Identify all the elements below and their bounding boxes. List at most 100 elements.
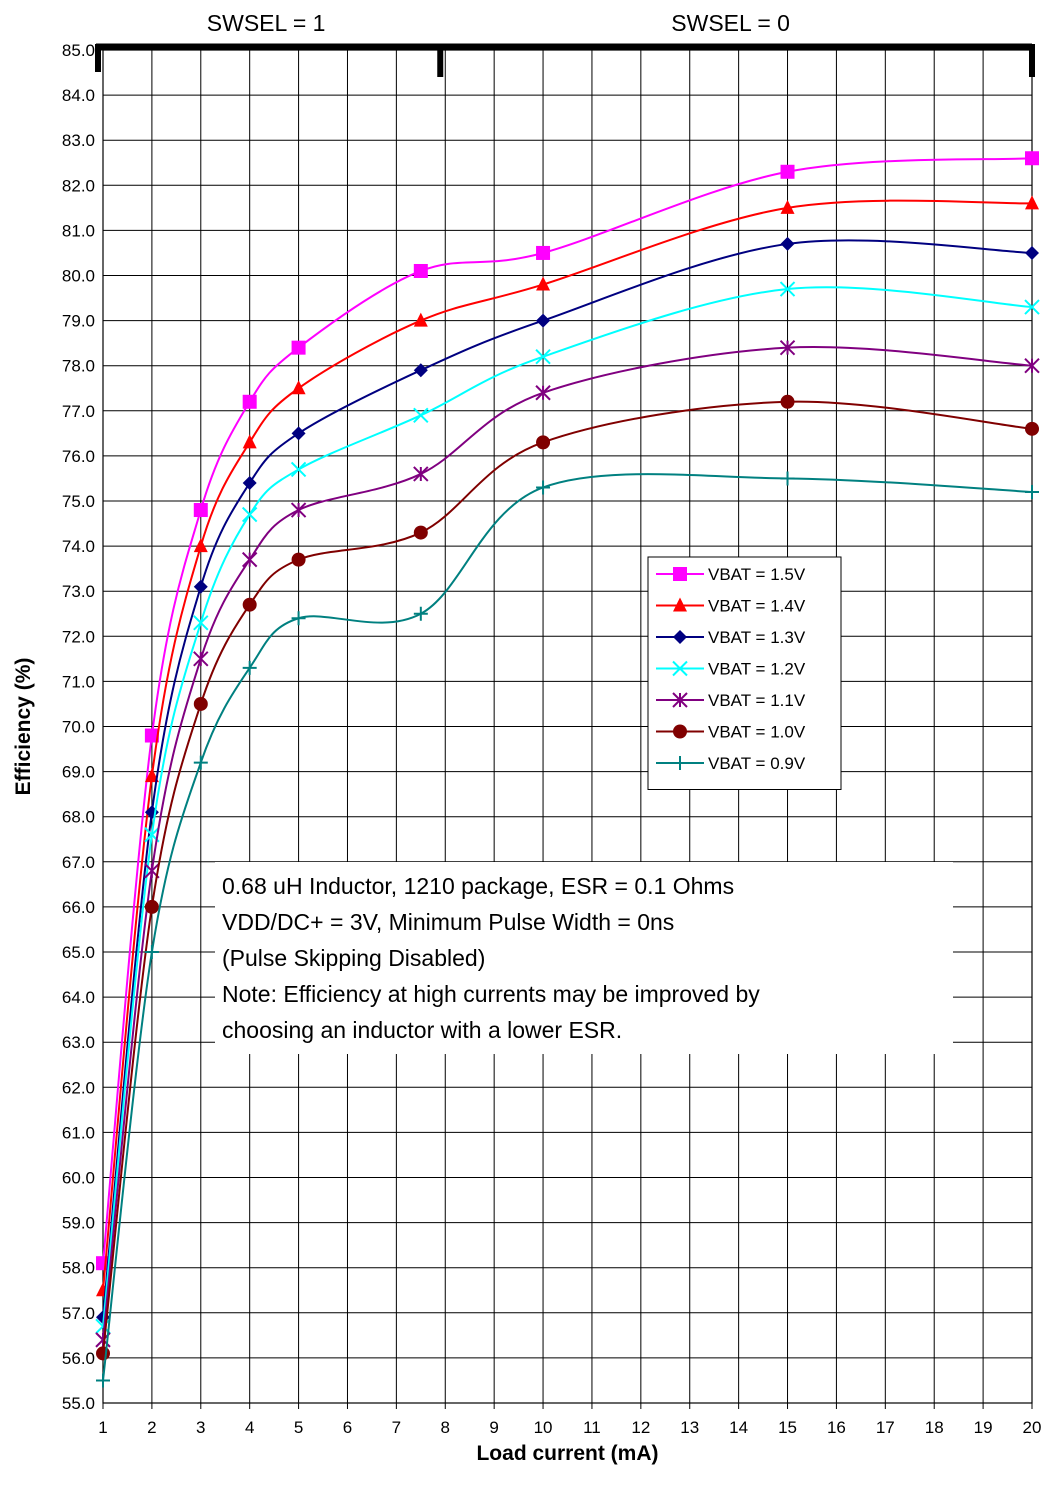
y-tick-label: 76.0 [62, 447, 95, 466]
x-tick-label: 2 [147, 1418, 156, 1437]
y-tick-label: 79.0 [62, 312, 95, 331]
marker-star [1024, 357, 1040, 374]
marker-diamond [291, 426, 306, 441]
legend-entry: VBAT = 1.4V [656, 597, 806, 616]
marker-square [291, 340, 306, 355]
marker-plus [193, 755, 208, 770]
marker-plus [291, 611, 306, 626]
annotation-background [215, 862, 953, 1054]
annotation-line: 0.68 uH Inductor, 1210 package, ESR = 0.… [222, 873, 734, 899]
series-line [102, 199, 1033, 1291]
marker-star [241, 551, 258, 568]
x-tick-label: 7 [392, 1418, 401, 1437]
y-tick-label: 67.0 [62, 853, 95, 872]
y-tick-label: 73.0 [62, 582, 95, 601]
marker-diamond [242, 475, 257, 490]
y-tick-label: 84.0 [62, 86, 95, 105]
annotation-line: (Pulse Skipping Disabled) [222, 945, 485, 971]
series [96, 151, 1039, 1271]
y-tick-label: 63.0 [62, 1033, 95, 1052]
marker-square [1025, 151, 1039, 166]
marker-plus [96, 1373, 110, 1388]
x-tick-label: 8 [441, 1418, 450, 1437]
marker-diamond [193, 579, 208, 594]
marker-plus [536, 480, 551, 495]
legend-entry: VBAT = 0.9V [656, 754, 806, 773]
marker-diamond [536, 313, 551, 328]
marker-square [144, 728, 159, 743]
y-tick-label: 85.0 [62, 41, 95, 60]
x-tick-label: 12 [631, 1418, 650, 1437]
marker-circle [536, 435, 551, 450]
y-tick-label: 65.0 [62, 943, 95, 962]
marker-circle [780, 394, 795, 409]
marker-diamond [780, 236, 795, 251]
legend-label: VBAT = 1.2V [708, 660, 806, 679]
x-tick-label: 20 [1023, 1418, 1042, 1437]
marker-circle [291, 552, 306, 567]
x-tick-label: 5 [294, 1418, 303, 1437]
legend-entry: VBAT = 1.3V [656, 628, 806, 647]
y-tick-label: 61.0 [62, 1123, 95, 1142]
marker-circle [673, 724, 687, 739]
y-tick-label: 62.0 [62, 1078, 95, 1097]
series-line [102, 157, 1033, 1264]
series [96, 394, 1039, 1361]
axis-titles: Load current (mA) Efficiency (%) [12, 658, 659, 1465]
marker-triangle [673, 597, 687, 612]
legend-entry: VBAT = 1.0V [656, 723, 806, 742]
marker-plus [673, 756, 687, 770]
x-tick-label: 1 [98, 1418, 107, 1437]
marker-triangle [242, 434, 257, 449]
y-tick-label: 58.0 [62, 1259, 95, 1278]
x-tick-label: 18 [925, 1418, 944, 1437]
y-tick-label: 82.0 [62, 176, 95, 195]
marker-star [413, 466, 429, 482]
marker-diamond [673, 630, 687, 644]
y-tick-label: 68.0 [62, 808, 95, 827]
grid [102, 49, 1033, 1404]
y-tick-label: 60.0 [62, 1169, 95, 1188]
y-tick-label: 74.0 [62, 537, 95, 556]
marker-plus [242, 660, 257, 675]
x-tick-label: 13 [680, 1418, 699, 1437]
axes: 55.0 56.0 57.0 58.0 59.0 60.0 61.0 62.0 63.0 64.0… [62, 41, 1042, 1437]
marker-plus [1025, 484, 1039, 499]
y-tick-label: 59.0 [62, 1214, 95, 1233]
x-tick-label: 17 [876, 1418, 895, 1437]
legend-entry: VBAT = 1.5V [656, 565, 806, 584]
y-tick-label: 78.0 [62, 357, 95, 376]
x-tick-label: 16 [827, 1418, 846, 1437]
marker-x [413, 407, 429, 424]
annotation-box: 0.68 uH Inductor, 1210 package, ESR = 0.… [215, 862, 953, 1054]
legend-box [647, 556, 842, 790]
legend-entry: VBAT = 1.2V [656, 660, 806, 679]
marker-square [193, 503, 208, 518]
series [96, 471, 1039, 1388]
y-axis-title: Efficiency (%) [12, 658, 35, 796]
y-tick-label: 57.0 [62, 1304, 95, 1323]
y-tick-label: 77.0 [62, 402, 95, 421]
annotation-line: Note: Efficiency at high currents may be… [222, 981, 760, 1007]
marker-circle [413, 525, 428, 540]
x-axis-title: Load current (mA) [476, 1442, 658, 1465]
y-tick-label: 69.0 [62, 763, 95, 782]
marker-circle [242, 597, 257, 612]
y-tick-label: 81.0 [62, 221, 95, 240]
legend-label: VBAT = 1.5V [708, 565, 806, 584]
marker-square [673, 567, 687, 581]
y-tick-label: 80.0 [62, 267, 95, 286]
legend-label: VBAT = 1.3V [708, 628, 806, 647]
x-tick-label: 9 [489, 1418, 498, 1437]
marker-x [241, 506, 258, 523]
marker-x [193, 615, 209, 631]
marker-circle [1025, 421, 1039, 436]
x-tick-label: 14 [729, 1418, 748, 1437]
legend-label: VBAT = 1.4V [708, 597, 806, 616]
y-tick-label: 64.0 [62, 988, 95, 1007]
marker-star [535, 385, 551, 401]
y-tick-label: 56.0 [62, 1349, 95, 1368]
series [96, 195, 1039, 1297]
marker-x [290, 461, 307, 478]
